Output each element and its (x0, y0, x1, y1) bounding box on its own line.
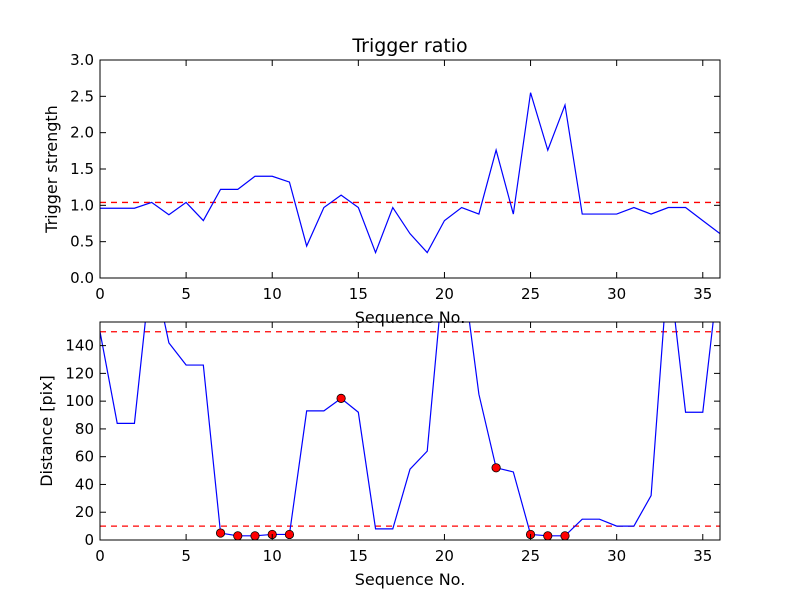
x-tick-label: 20 (435, 285, 454, 303)
y-tick-label: 0 (84, 531, 94, 549)
y-tick-label: 2.5 (70, 87, 94, 105)
y-tick-label: 1.0 (70, 196, 94, 214)
y-tick-label: 1.5 (70, 160, 94, 178)
series-line (100, 322, 714, 537)
x-tick-label: 0 (95, 285, 105, 303)
x-tick-label: 5 (181, 547, 191, 565)
chart-distance: 0 5 10 15 20 25 30 35 0 20 40 60 80 100 120 140 Sequen… (37, 321, 721, 589)
x-tick-label: 30 (607, 285, 626, 303)
x-tick-label: 35 (693, 547, 712, 565)
data-point-marker (233, 531, 243, 541)
y-tick-label: 80 (75, 420, 94, 438)
y-tick-label: 0.0 (70, 269, 94, 287)
data-point-marker (250, 531, 260, 541)
x-tick-label: 25 (521, 547, 540, 565)
x-tick-label: 20 (435, 547, 454, 565)
x-tick-label: 10 (263, 285, 282, 303)
x-tick-label: 30 (607, 547, 626, 565)
x-tick-label: 0 (95, 547, 105, 565)
data-point-marker (543, 531, 553, 541)
plot-frame (99, 321, 721, 541)
y-tick-label: 60 (75, 448, 94, 466)
x-tick-label: 15 (349, 285, 368, 303)
x-tick-label: 10 (263, 547, 282, 565)
x-axis-label: Sequence No. (355, 308, 466, 327)
y-tick-label: 3.0 (70, 51, 94, 69)
x-tick-label: 35 (693, 285, 712, 303)
plot-frame (99, 59, 721, 279)
x-tick-label: 15 (349, 547, 368, 565)
x-tick-label: 5 (181, 285, 191, 303)
y-tick-label: 40 (75, 475, 94, 493)
y-axis-label: Distance [pix] (37, 375, 56, 487)
x-tick-label: 25 (521, 285, 540, 303)
data-point-marker (560, 531, 570, 541)
y-tick-label: 0.5 (70, 233, 94, 251)
series-line (100, 92, 720, 255)
chart-trigger-ratio: Trigger ratio 0 5 10 15 20 25 30 35 0.0 0.5 1.0 1.… (42, 35, 721, 327)
chart-title: Trigger ratio (351, 35, 467, 57)
y-tick-label: 120 (65, 364, 94, 382)
x-axis-label: Sequence No. (355, 570, 466, 589)
y-tick-label: 140 (65, 337, 94, 355)
data-point-marker (336, 393, 346, 403)
y-tick-label: 2.0 (70, 124, 94, 142)
y-tick-label: 100 (65, 392, 94, 410)
y-axis-label: Trigger strength (42, 105, 61, 234)
data-point-marker (215, 528, 226, 538)
data-point-marker (491, 463, 501, 473)
y-tick-label: 20 (75, 503, 94, 521)
data-point-marker (284, 529, 295, 540)
